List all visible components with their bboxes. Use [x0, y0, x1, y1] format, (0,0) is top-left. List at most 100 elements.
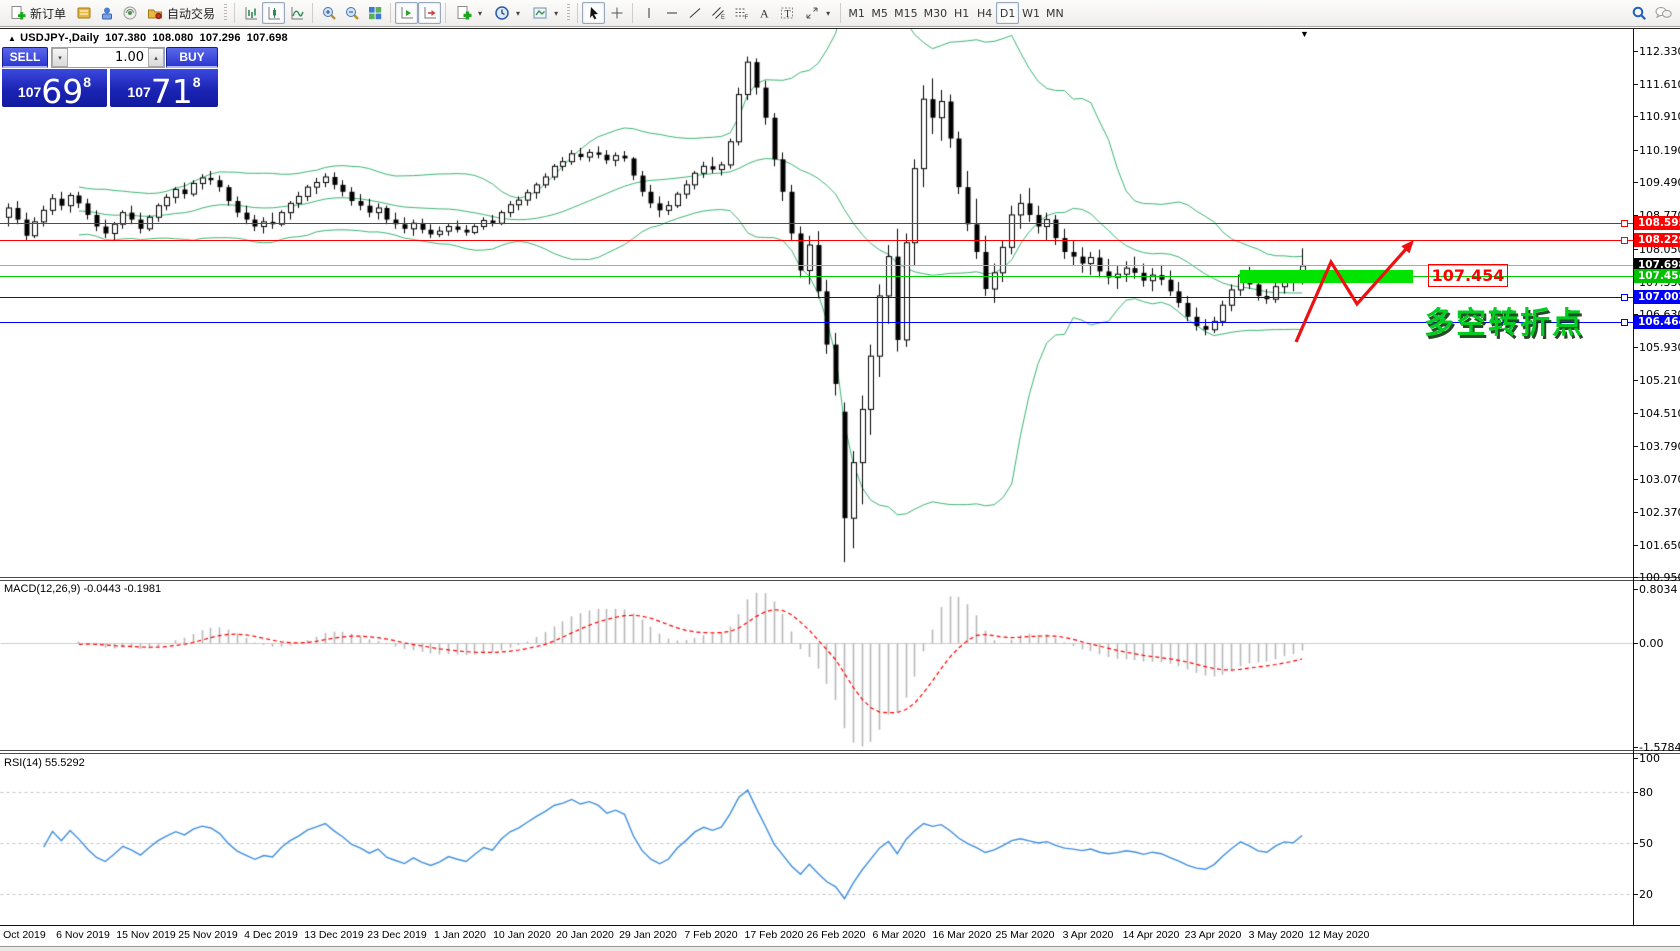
- tile-windows-button[interactable]: [363, 2, 386, 24]
- main-chart-canvas[interactable]: [0, 29, 1633, 578]
- line-chart-button[interactable]: [285, 2, 308, 24]
- terminal-button[interactable]: [95, 2, 118, 24]
- chat-button[interactable]: [1651, 2, 1676, 24]
- buy-price-prefix: 107: [127, 84, 151, 100]
- trendline-icon: [689, 8, 700, 18]
- indicators-button[interactable]: ▾: [450, 2, 488, 24]
- time-label: 7 Feb 2020: [684, 929, 738, 941]
- timeframe-d1-button[interactable]: D1: [996, 2, 1020, 24]
- hline-106.464[interactable]: [0, 322, 1633, 323]
- text-button[interactable]: A: [752, 2, 775, 24]
- price-tick-label: 100.950: [1639, 571, 1680, 584]
- price-badge-106.464: 106.464: [1634, 315, 1680, 329]
- sell-price-pip: 8: [83, 74, 92, 90]
- hline-handle[interactable]: [1621, 237, 1628, 244]
- turning-point-text[interactable]: 多空转折点: [1424, 307, 1584, 340]
- price-tick-mark: [1633, 84, 1638, 85]
- arrows-button[interactable]: ▾: [798, 2, 836, 24]
- cursor-icon: [589, 7, 598, 20]
- crosshair-button[interactable]: [605, 2, 628, 24]
- chart-shift-button[interactable]: [418, 2, 442, 24]
- auto-scroll-button[interactable]: [395, 2, 419, 24]
- timeframe-h1-button[interactable]: H1: [950, 2, 973, 24]
- line-chart-icon: [291, 7, 304, 20]
- hline-107.002[interactable]: [0, 297, 1633, 298]
- text-label-button[interactable]: T: [775, 2, 798, 24]
- time-label: 20 Jan 2020: [556, 929, 614, 941]
- signal-button[interactable]: [118, 2, 141, 24]
- hline-107.698[interactable]: [0, 265, 1633, 266]
- one-click-panel-toggle-icon[interactable]: ▲: [8, 34, 17, 43]
- hline-handle[interactable]: [1621, 220, 1628, 227]
- price-tick-mark: [1633, 215, 1638, 216]
- auto-scroll-icon: [401, 7, 413, 19]
- autotrading-button[interactable]: 自动交易: [141, 2, 221, 24]
- new-order-button[interactable]: 新订单: [4, 2, 72, 24]
- hline-handle[interactable]: [1621, 319, 1628, 326]
- horizontal-line-button[interactable]: [660, 2, 683, 24]
- news-button[interactable]: [72, 2, 95, 24]
- template-icon: [533, 7, 547, 19]
- time-label: 6 Nov 2019: [56, 929, 110, 941]
- macd-pane-canvas[interactable]: [0, 581, 1633, 751]
- price-tick-mark: [1633, 314, 1638, 315]
- new-order-label: 新订单: [30, 6, 67, 21]
- buy-button[interactable]: BUY: [166, 47, 218, 68]
- pane-separator-rsi[interactable]: [0, 750, 1680, 754]
- candlestick-chart-button[interactable]: [262, 2, 286, 24]
- text-icon: A: [760, 7, 769, 21]
- timeframe-w1-button[interactable]: W1: [1019, 2, 1043, 24]
- pane-separator-macd[interactable]: [0, 577, 1680, 581]
- horizontal-line-icon: [666, 12, 677, 14]
- sell-quote-block[interactable]: 107698: [2, 69, 107, 111]
- svg-text:T: T: [784, 9, 790, 20]
- time-label: 25 Mar 2020: [995, 929, 1055, 941]
- volume-increase-button[interactable]: ▴: [148, 48, 164, 67]
- price-tick-label: 105.210: [1639, 374, 1680, 387]
- timeframe-mn-button[interactable]: MN: [1043, 2, 1067, 24]
- zoom-out-icon: [345, 7, 359, 20]
- hline-107.454[interactable]: [0, 276, 1633, 277]
- toolbar-separator: [577, 3, 579, 23]
- price-tick-label: 109.490: [1639, 176, 1680, 189]
- periods-button[interactable]: ▾: [488, 2, 526, 24]
- timeframe-m15-button[interactable]: M15: [891, 2, 921, 24]
- timeframe-m5-button[interactable]: M5: [868, 2, 891, 24]
- toolbar-separator: [390, 3, 392, 23]
- search-button[interactable]: [1628, 2, 1651, 24]
- vertical-line-button[interactable]: [637, 2, 660, 24]
- fibonacci-button[interactable]: F: [729, 2, 752, 24]
- chevron-down-icon: ▾: [516, 8, 521, 18]
- buy-quote-block[interactable]: 107718: [110, 69, 218, 111]
- time-label: 17 Feb 2020: [744, 929, 804, 941]
- hline-108.229[interactable]: [0, 240, 1633, 241]
- highlight-zone-annotation[interactable]: [1240, 270, 1413, 283]
- cursor-button[interactable]: [582, 2, 606, 24]
- templates-button[interactable]: ▾: [526, 2, 564, 24]
- chart-title: ▲ USDJPY-,Daily 107.380 108.080 107.296 107.6…: [8, 32, 294, 44]
- macd-tick-label: 0.00: [1639, 637, 1664, 650]
- timeframe-m1-button[interactable]: M1: [845, 2, 868, 24]
- arrows-icon: [806, 7, 818, 19]
- timeframe-h4-button[interactable]: H4: [973, 2, 996, 24]
- trendline-button[interactable]: [683, 2, 706, 24]
- price-callout-label[interactable]: 107.454: [1428, 264, 1508, 287]
- zoom-out-button[interactable]: [340, 2, 363, 24]
- volume-decrease-button[interactable]: ▾: [52, 48, 68, 67]
- time-label: 4 Dec 2019: [244, 929, 298, 941]
- hline-108.595[interactable]: [0, 223, 1633, 224]
- timeframe-m30-button[interactable]: M30: [921, 2, 951, 24]
- zoom-in-button[interactable]: [317, 2, 340, 24]
- hline-handle[interactable]: [1621, 294, 1628, 301]
- equidistant-channel-button[interactable]: E: [706, 2, 729, 24]
- bar-chart-button[interactable]: [239, 2, 262, 24]
- sell-button[interactable]: SELL: [2, 47, 48, 68]
- signal-icon: [123, 6, 137, 20]
- volume-input[interactable]: [68, 48, 148, 67]
- rsi-pane-canvas[interactable]: [0, 754, 1633, 925]
- close-value: 107.698: [246, 32, 288, 44]
- chart-shift-icon: [424, 7, 436, 19]
- chart-shift-marker-icon[interactable]: ▼: [1300, 29, 1309, 39]
- open-value: 107.380: [105, 32, 147, 44]
